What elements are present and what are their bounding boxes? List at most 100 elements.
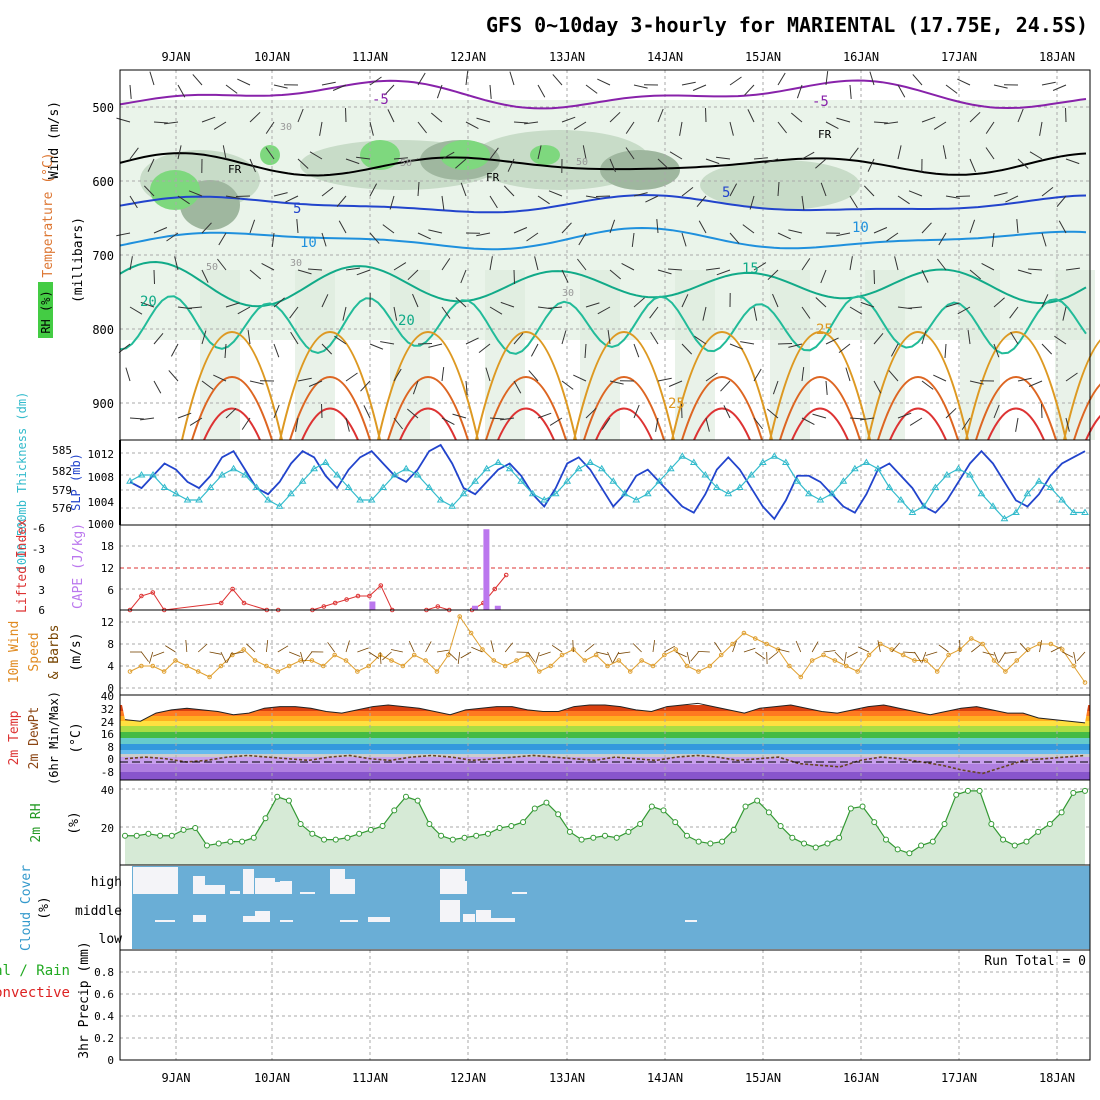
temp-label-20: 20 [398, 313, 415, 329]
wind-barb-10m [755, 651, 766, 660]
wind-barb [342, 306, 347, 321]
wind-barb [657, 377, 672, 382]
lifted-index-marker [344, 597, 349, 602]
thickness-marker [632, 496, 641, 503]
wind-barb [166, 232, 179, 242]
wind-barb [321, 187, 334, 197]
rh-marker [672, 819, 679, 826]
wind-barb [476, 117, 491, 123]
upper-air-panel: -5 -5 FR FR FR 5 5 10 10 15 20 20 25 25 … [38, 69, 1100, 441]
wind-barb [537, 84, 546, 98]
rh-marker [566, 828, 573, 835]
wind-barb [1017, 269, 1032, 275]
wind-barb [168, 370, 179, 382]
wind-barb [345, 372, 358, 382]
wind-barb-10m [1076, 651, 1086, 662]
wind-speed-marker [1003, 669, 1008, 674]
wind-speed-marker [514, 658, 519, 663]
wind-barb-10m [152, 651, 165, 657]
temp-dome [671, 331, 773, 441]
rh2m-series [122, 787, 1088, 865]
wind-barb [753, 417, 763, 430]
thickness-marker [954, 464, 963, 472]
temp-dome [377, 331, 479, 441]
wind-barb [888, 370, 899, 382]
wind-barb-10m [982, 651, 995, 656]
wind-barb [460, 182, 467, 197]
rh-marker [964, 787, 971, 794]
li-cape-panel: -6 -3 0 3 6 18 12 6 Lifted Index CAPE (J… [15, 519, 1091, 617]
wind-barb [170, 343, 179, 357]
wind-barb [1028, 380, 1043, 387]
wind-barb [788, 229, 803, 234]
thickness-marker [1012, 508, 1020, 515]
wind-barb [389, 195, 395, 210]
wind-barb [369, 343, 384, 350]
li-ticks: -6 -3 0 3 6 [32, 522, 45, 617]
wind-barb [321, 343, 333, 355]
wind-barb [218, 232, 227, 246]
thickness-tick: 582 [52, 465, 72, 478]
temp-dome [279, 331, 381, 441]
precip-tick: 0.6 [94, 988, 114, 1001]
wind-barb [955, 195, 971, 197]
wind-barb [667, 268, 683, 271]
wind-barb [577, 258, 587, 271]
minmax-label: (6hr Min/Max) [47, 691, 61, 785]
wind-speed-marker [1014, 658, 1020, 663]
temp-dome [877, 376, 959, 441]
wind-barb [489, 256, 493, 271]
thickness-marker [379, 483, 388, 490]
wind-barb [585, 195, 600, 199]
wind-speed-marker [1082, 680, 1088, 685]
wind-barb [849, 147, 859, 160]
wind-barb [384, 84, 395, 96]
thickness-marker [229, 464, 238, 472]
rh-marker [414, 797, 421, 804]
thickness-marker [287, 489, 295, 497]
wind-barb [369, 76, 382, 86]
wind-barb [356, 156, 371, 160]
wind-barb-10m [266, 640, 269, 653]
rh-marker [274, 793, 281, 800]
temp-dome [965, 331, 1067, 441]
wind-speed-marker [627, 669, 633, 674]
wind-barb [723, 405, 731, 419]
rh-marker [602, 832, 608, 839]
wind-barb [921, 222, 932, 234]
wind-barb [507, 158, 515, 172]
rh-marker [508, 823, 515, 829]
wind-barb [465, 337, 479, 345]
thickness-marker [735, 483, 744, 490]
wind-barb [633, 404, 640, 419]
rh-marker [438, 832, 445, 839]
wind-speed-marker [139, 663, 144, 669]
wind-barb-10m [535, 651, 540, 664]
wind-speed-marker [991, 658, 997, 663]
wind-speed-marker [411, 652, 417, 658]
thickness-marker [310, 464, 318, 472]
wind10m-ticks: 12 8 4 0 [101, 616, 115, 695]
temp2m-panel: 40 32 24 16 8 0 -8 2m Temp 2m DewPt (6hr… [7, 690, 1091, 785]
wind-barb [991, 232, 995, 247]
wind-barb [526, 232, 539, 242]
wind10m-frame [119, 609, 1091, 696]
temp-tick: 32 [101, 703, 114, 716]
thickness-marker [724, 489, 733, 497]
wind-barb [249, 111, 261, 123]
wind-barb [584, 343, 587, 359]
wind-barb-10m [460, 651, 472, 659]
rh-marker [777, 823, 784, 829]
wind-speed-marker [389, 658, 394, 663]
wind-barb [393, 306, 398, 321]
wind-barb [428, 343, 443, 348]
wind-barb [969, 380, 984, 385]
wind-barb [801, 417, 815, 426]
wind-barb [777, 232, 791, 240]
wind-barb [285, 195, 299, 203]
temp-tick: 40 [101, 690, 114, 703]
wind-barb [681, 294, 689, 308]
thickness-marker [804, 489, 813, 497]
temp-dome [191, 376, 273, 441]
wind-barb [537, 412, 552, 419]
